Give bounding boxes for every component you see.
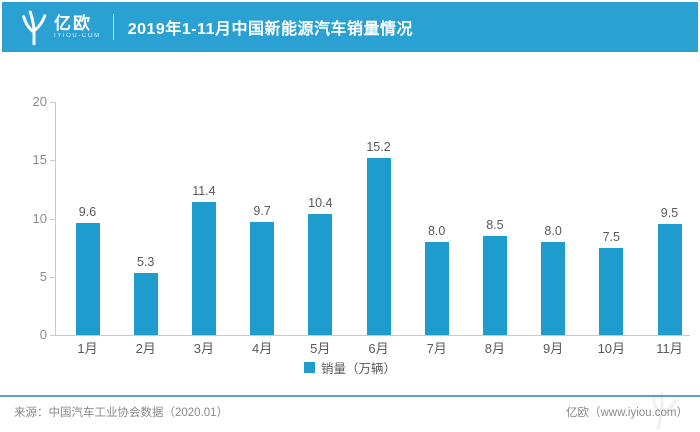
bar (541, 241, 566, 335)
footer: 来源：中国汽车工业协会数据（2020.01） 亿欧（www.iyiou.com） (14, 404, 688, 420)
y-tick-mark (50, 160, 55, 162)
watermark-logo-icon (651, 391, 678, 430)
bar-value-label: 9.6 (78, 205, 97, 220)
footer-divider (0, 395, 700, 397)
bar (250, 221, 275, 335)
source-text: 来源：中国汽车工业协会数据（2020.01） (14, 407, 229, 419)
chart-legend: 销量（万辆） (0, 358, 700, 377)
bar (482, 235, 507, 335)
x-tick-label: 4月 (251, 341, 273, 356)
logo-text: 亿欧 (54, 13, 92, 33)
x-axis-line (55, 335, 690, 336)
y-tick-label: 20 (32, 94, 47, 109)
bar-value-label: 7.5 (602, 229, 620, 244)
bar (133, 273, 158, 335)
page-title: 2019年1-11月中国新能源汽车销量情况 (127, 21, 413, 38)
bar-value-label: 15.2 (366, 139, 391, 154)
x-tick-label: 1月 (77, 341, 98, 356)
x-tick-label: 2月 (135, 341, 156, 356)
header-bar: 亿欧 IYIOU-COM 2019年1-11月中国新能源汽车销量情况 (2, 2, 698, 52)
x-tick-label: 11月 (656, 341, 683, 356)
x-tick-label: 5月 (310, 341, 331, 356)
brand-logo: 亿欧 IYIOU-COM (20, 8, 101, 46)
bar (366, 157, 391, 335)
iyiou-logo-icon (22, 10, 47, 46)
logo-text-block: 亿欧 IYIOU-COM (54, 13, 101, 40)
bar-value-label: 8.0 (427, 223, 446, 238)
x-tick-label: 7月 (426, 341, 447, 356)
y-tick-mark (50, 276, 55, 278)
legend-label: 销量（万辆） (320, 362, 396, 376)
x-tick-label: 3月 (193, 341, 214, 356)
bar (424, 241, 449, 335)
y-tick-label: 5 (39, 268, 47, 284)
bar (191, 202, 216, 335)
bar-value-label: 5.3 (136, 255, 155, 270)
bar (599, 247, 624, 335)
bar (657, 224, 682, 335)
x-tick-label: 8月 (484, 341, 505, 356)
x-tick-label: 9月 (542, 341, 564, 356)
y-tick-label: 0 (39, 327, 47, 342)
bar-value-label: 11.4 (192, 184, 216, 199)
y-axis-line (55, 102, 56, 335)
y-tick-mark (50, 102, 55, 103)
bar-value-label: 9.7 (253, 203, 271, 218)
logo-subtext: IYIOU-COM (54, 32, 101, 39)
y-tick-label: 15 (32, 152, 47, 168)
y-tick-label: 10 (32, 210, 47, 226)
legend-swatch (303, 362, 315, 373)
brand-text: 亿欧（www.iyiou.com） (565, 407, 688, 419)
x-tick-label: 10月 (597, 341, 626, 356)
header-divider (112, 14, 114, 40)
y-tick-mark (50, 218, 55, 220)
x-tick-label: 6月 (368, 341, 389, 356)
bar-value-label: 10.4 (308, 195, 333, 210)
y-tick-mark (50, 335, 55, 336)
bar-value-label: 9.5 (660, 206, 679, 221)
bar-value-label: 8.0 (544, 223, 562, 238)
bar (75, 223, 100, 335)
bar (308, 213, 333, 335)
bar-value-label: 8.5 (486, 217, 504, 232)
